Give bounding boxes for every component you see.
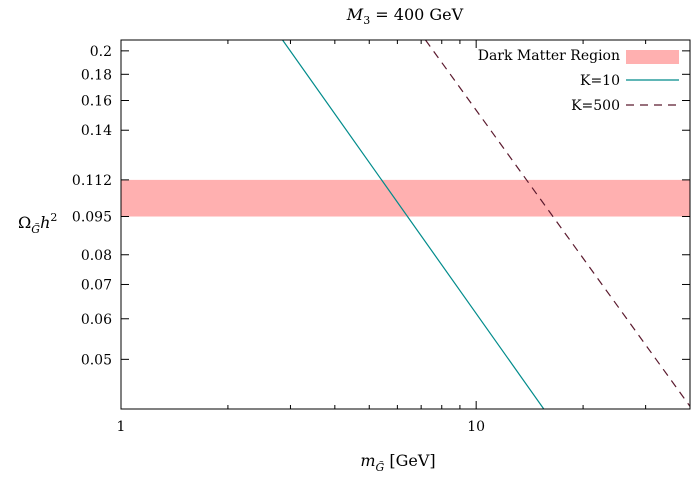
band-layer <box>121 179 690 217</box>
x-tick-label: 10 <box>467 419 485 435</box>
series-line-k10 <box>282 40 545 409</box>
y-tick-label: 0.112 <box>72 173 112 189</box>
y-tick-label: 0.05 <box>81 352 112 368</box>
y-tick-label: 0.08 <box>81 248 112 264</box>
legend: Dark Matter Region K=10 K=500 <box>478 48 679 114</box>
series-line-k500 <box>425 40 690 408</box>
y-tick-label: 0.2 <box>90 44 112 60</box>
legend-label-k500: K=500 <box>571 98 620 114</box>
y-tick-label: 0.095 <box>72 210 112 226</box>
chart-title: M3 = 400 GeV <box>346 5 464 27</box>
y-tick-label: 0.06 <box>81 312 112 328</box>
y-tick-label: 0.16 <box>81 94 112 110</box>
series-layer <box>282 40 690 409</box>
y-tick-label: 0.14 <box>81 123 112 139</box>
plot-frame <box>120 39 691 410</box>
y-tick-label: 0.18 <box>81 67 112 83</box>
dark-matter-band <box>121 179 690 217</box>
legend-label-band: Dark Matter Region <box>478 48 620 64</box>
y-tick-label: 0.07 <box>81 277 112 293</box>
x-tick-label: 1 <box>117 419 126 435</box>
y-axis-label: ΩG̃h2 <box>18 211 57 236</box>
x-axis-label: mG̃ [GeV] <box>360 451 435 474</box>
axis-layer: 0.2 0.18 0.16 0.14 0.112 0.095 0.08 0.07 0.06 0.0… <box>72 39 691 435</box>
legend-label-k10: K=10 <box>580 73 620 89</box>
legend-swatch-band <box>626 50 679 64</box>
